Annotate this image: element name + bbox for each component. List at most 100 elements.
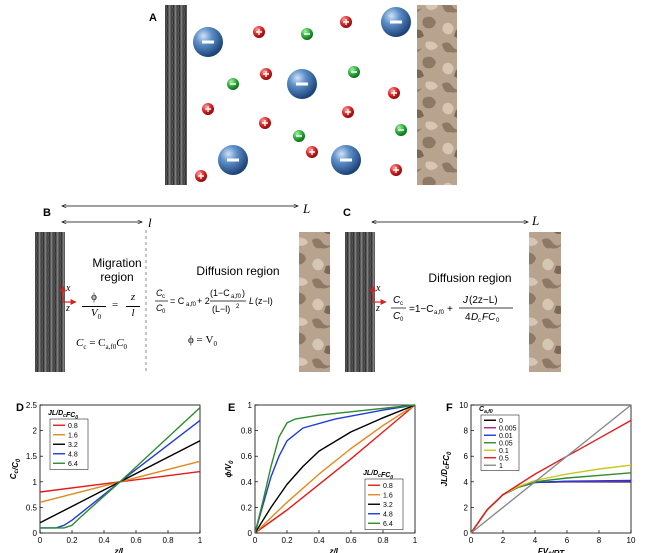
- legend-entry: 0.1: [499, 448, 509, 455]
- y-tick-label: 6: [464, 452, 469, 461]
- eq-l: l: [131, 307, 135, 319]
- legend-entry: 0.01: [499, 433, 513, 440]
- svg-text:=1−C: =1−C: [409, 304, 433, 315]
- large-anion-icon: [193, 27, 223, 57]
- legend-entry: 6.4: [383, 521, 393, 528]
- diffusion-region-title-b: Diffusion region: [196, 264, 280, 278]
- large-anion-icon: [381, 7, 411, 37]
- svg-text:a,f0: a,f0: [186, 302, 197, 308]
- large-anion-icon: [218, 145, 248, 175]
- x-axis-label: z/L: [328, 547, 340, 553]
- series-line-0.5: [470, 419, 632, 534]
- x-tick-label: 2: [501, 536, 506, 545]
- y-axis-label: ϕ/V0: [224, 460, 235, 478]
- axis-label-x: x: [66, 283, 71, 294]
- legend-title: Ca,f0: [479, 406, 493, 415]
- svg-text:+ 2: + 2: [197, 296, 210, 306]
- svg-text:): ): [242, 288, 245, 298]
- x-tick-label: 0.6: [130, 536, 142, 545]
- x-tick-label: 0.8: [162, 536, 174, 545]
- legend-entry: 6.4: [68, 461, 78, 468]
- x-axis-label: FV0/RT: [538, 547, 565, 553]
- eq-v0: V0: [90, 307, 102, 322]
- svg-text:(2z−L): (2z−L): [469, 295, 498, 306]
- electrode-left: [165, 5, 187, 185]
- y-tick-label: 2: [33, 427, 38, 436]
- series-line-1: [470, 404, 632, 534]
- chart-f: 02468100246810FV0/RTJL/DcFC0Ca,f000.0050…: [440, 401, 636, 553]
- y-tick-label: 1.5: [26, 452, 38, 461]
- x-axis-label: z/L: [113, 547, 125, 553]
- series-line-6.4: [40, 407, 201, 529]
- legend: JL/DcFC0 0.8 1.6 3.2 4.8 6.4: [363, 470, 404, 530]
- y-tick-label: 0.8: [241, 427, 253, 436]
- svg-text:+: +: [447, 304, 453, 315]
- panel-a-schematic: [165, 5, 457, 185]
- svg-text:FC: FC: [482, 312, 496, 323]
- panel-label-d: D: [16, 402, 24, 414]
- series-line-4.8: [254, 404, 416, 534]
- svg-text:0: 0: [162, 309, 166, 315]
- migration-concentration-equation: Cc = Ca,f0C0: [76, 337, 128, 352]
- migration-potential-equation: ϕ V0 = z l: [80, 291, 155, 325]
- x-tick-label: 4: [533, 536, 538, 545]
- legend-box: [49, 418, 89, 470]
- length-label-l: l: [148, 215, 152, 230]
- eq-z: z: [130, 291, 136, 303]
- y-tick-label: 2.5: [26, 401, 38, 410]
- y-axis-label: JL/DcFC0: [440, 451, 453, 486]
- panel-label-b: B: [43, 207, 51, 219]
- panel-b-schematic: [35, 196, 330, 372]
- series-line-1.6: [254, 404, 416, 534]
- y-tick-label: 8: [464, 427, 469, 436]
- y-tick-label: 0.2: [241, 503, 253, 512]
- legend-entry: 0.005: [499, 425, 517, 432]
- svg-text:C: C: [393, 311, 401, 322]
- x-tick-label: 0: [253, 536, 258, 545]
- electrode-left: [345, 232, 375, 372]
- legend-entry: 4.8: [383, 511, 393, 518]
- x-tick-label: 1: [198, 536, 203, 545]
- svg-text:(1−C: (1−C: [210, 288, 230, 298]
- legend-entry: 1: [499, 463, 503, 470]
- series-line-0.8: [254, 404, 416, 534]
- x-tick-label: 6: [565, 536, 570, 545]
- x-tick-label: 0: [469, 536, 474, 545]
- legend-entry: 0: [499, 418, 503, 425]
- x-tick-label: 0.6: [345, 536, 357, 545]
- legend-entry: 0.5: [499, 455, 509, 462]
- x-tick-label: 0.2: [66, 536, 78, 545]
- svg-text:J: J: [462, 295, 469, 306]
- svg-text:4: 4: [465, 312, 471, 323]
- electrode-right-porous: [299, 232, 330, 372]
- large-anion-icon: [287, 69, 317, 99]
- legend-entry: 0.8: [68, 423, 78, 430]
- svg-text:(z−l): (z−l): [255, 296, 273, 306]
- y-tick-label: 0: [248, 529, 253, 538]
- svg-text:0: 0: [400, 317, 404, 323]
- eq-phi: ϕ: [91, 291, 97, 303]
- legend-entry: 0.05: [499, 440, 513, 447]
- diffusion-region-title-c: Diffusion region: [428, 271, 512, 285]
- length-label-L: L: [303, 201, 311, 216]
- x-tick-label: 8: [597, 536, 602, 545]
- chart-d: 0 0.2 0.4 0.6 0.8 1 0 0.5 1 1.5 2 2.5 z/L Cc/C0 JL/DcF…: [9, 401, 203, 553]
- legend-entry: 0.8: [383, 483, 393, 490]
- y-axis-label: Cc/C0: [9, 458, 22, 479]
- y-tick-label: 0: [33, 529, 38, 538]
- axis-label-z-c: z: [376, 303, 380, 314]
- series-line-6.4: [254, 404, 416, 534]
- large-anion-icon: [331, 145, 361, 175]
- electrode-right-porous: [417, 5, 457, 185]
- svg-text:C: C: [156, 303, 163, 313]
- panel-label-c: C: [343, 207, 351, 219]
- svg-text:(L−l): (L−l): [212, 304, 230, 314]
- x-tick-label: 0.2: [281, 536, 293, 545]
- legend: JL/DcFC0 0.8 1.6 3.2 4.8 6.4: [48, 410, 89, 470]
- legend-entry: 4.8: [68, 451, 78, 458]
- y-tick-label: 10: [459, 401, 468, 410]
- migration-title-line2: region: [100, 270, 134, 284]
